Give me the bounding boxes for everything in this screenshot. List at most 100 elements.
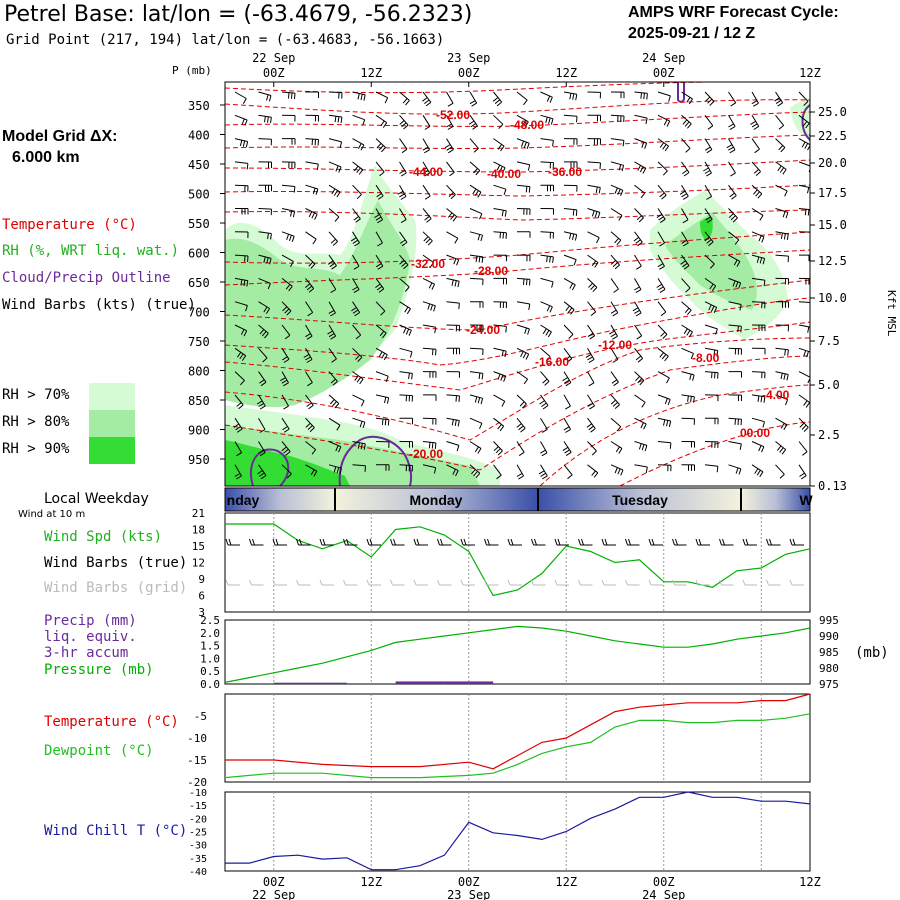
wind-barb bbox=[375, 278, 385, 293]
wind-barb bbox=[586, 417, 596, 433]
pressure-tick-label: 550 bbox=[188, 217, 210, 231]
legend-wind-barbs-true: Wind Barbs (true) bbox=[44, 555, 188, 571]
wind-barb bbox=[258, 417, 266, 433]
wind-barb bbox=[751, 394, 766, 403]
temp-contour-40 bbox=[225, 184, 810, 197]
precip-tick-label: 0.0 bbox=[200, 678, 220, 691]
wind-barb bbox=[305, 91, 319, 98]
wind-barb bbox=[281, 464, 292, 479]
wind-tick-label: 21 bbox=[192, 507, 205, 520]
wind-barb bbox=[399, 114, 409, 130]
wind-barb bbox=[234, 277, 249, 287]
wind-barb bbox=[257, 464, 267, 480]
pressure-tick-label: 350 bbox=[188, 99, 210, 113]
temperature-contours bbox=[225, 82, 810, 486]
temperature-contour-label: -44.00 bbox=[409, 165, 443, 179]
wind-barb bbox=[305, 184, 319, 195]
temp-contour-28 bbox=[225, 249, 810, 286]
wind-barb bbox=[352, 464, 366, 472]
top-time-label: 12Z bbox=[360, 66, 382, 80]
wind-barb bbox=[375, 441, 390, 448]
height-tick-label: 2.5 bbox=[818, 428, 840, 442]
wind-barb bbox=[282, 138, 296, 145]
wind-barb bbox=[328, 184, 341, 198]
wind-barb bbox=[587, 301, 597, 316]
wind-barb bbox=[681, 91, 693, 105]
temperature-contour-label: -52.00 bbox=[436, 108, 470, 122]
temp-tick-label: -5 bbox=[194, 710, 207, 723]
wind-barb bbox=[258, 184, 272, 192]
wind-barb bbox=[610, 371, 619, 387]
wind-barb bbox=[469, 324, 484, 332]
temp-contour-20 bbox=[225, 297, 810, 366]
wind-barb bbox=[305, 138, 319, 146]
wind-barb bbox=[775, 394, 789, 406]
wind-barb bbox=[587, 254, 599, 268]
wind-barb bbox=[634, 417, 647, 430]
wind-barb bbox=[446, 301, 460, 310]
temperature-contour-label: -28.00 bbox=[474, 264, 508, 278]
wind-barb-grid bbox=[484, 579, 499, 586]
bottom-time-label: 12Z bbox=[555, 875, 577, 889]
wind-barb bbox=[422, 91, 432, 107]
dewpoint-line bbox=[224, 713, 811, 779]
bottom-time-label: 00Z bbox=[653, 875, 675, 889]
wind-barb bbox=[751, 441, 765, 453]
wind-barb bbox=[399, 161, 407, 177]
height-tick-label: 10.0 bbox=[818, 291, 847, 305]
wind-barb bbox=[328, 161, 342, 173]
wind-barb bbox=[540, 161, 554, 169]
wind-barb bbox=[375, 91, 389, 104]
wind-barb bbox=[657, 371, 670, 384]
wind-barb bbox=[540, 184, 554, 192]
wind-barb bbox=[469, 371, 484, 380]
wind-barb bbox=[728, 208, 738, 223]
wind-barb bbox=[516, 347, 530, 360]
wind-barb bbox=[328, 394, 340, 409]
wind-barb bbox=[775, 184, 788, 197]
wind-barb bbox=[469, 161, 481, 176]
wind-barb-grid bbox=[578, 579, 593, 586]
wind-barb bbox=[656, 208, 666, 224]
wind-barb bbox=[728, 277, 742, 289]
wind-barb bbox=[375, 417, 390, 426]
wind-barb bbox=[587, 278, 598, 293]
wind-barb-10m bbox=[437, 538, 452, 546]
wind-barb bbox=[281, 254, 294, 267]
wind-barb bbox=[328, 278, 337, 294]
wind-tick-label: 15 bbox=[192, 540, 205, 553]
wind-barb bbox=[281, 184, 296, 193]
wind-barb bbox=[728, 231, 740, 245]
wind-barb bbox=[634, 464, 648, 473]
wind-barb bbox=[563, 324, 574, 339]
wind-barb bbox=[328, 231, 338, 246]
wind-barb bbox=[540, 114, 554, 125]
wind-barb bbox=[681, 371, 695, 381]
wind-barb bbox=[563, 301, 575, 315]
wind-barb bbox=[234, 371, 245, 386]
wind-barb bbox=[399, 91, 410, 106]
wind-barb bbox=[305, 231, 317, 245]
pressure-tick-label: 800 bbox=[188, 365, 210, 379]
legend-rh80-swatch bbox=[89, 410, 135, 437]
wind-barb bbox=[258, 138, 272, 146]
wind-barb bbox=[704, 371, 719, 379]
wind-barb bbox=[516, 254, 531, 262]
legend-rh90-swatch bbox=[89, 437, 135, 464]
wind-barb bbox=[350, 231, 360, 247]
wind-barb bbox=[563, 348, 573, 363]
wind-tick-label: 18 bbox=[192, 524, 205, 537]
wind-barb bbox=[775, 441, 787, 455]
wind-barb bbox=[234, 161, 249, 170]
wind-barb bbox=[258, 254, 272, 265]
wind-barb bbox=[281, 278, 293, 292]
wind-barb bbox=[751, 324, 766, 332]
wind-barb bbox=[234, 138, 249, 148]
wind-barb bbox=[657, 114, 671, 127]
wind-barb bbox=[775, 208, 789, 219]
height-tick-label: 17.5 bbox=[818, 186, 847, 200]
wind-barb bbox=[798, 208, 810, 216]
temperature-contour-label: -40.00 bbox=[487, 167, 521, 181]
pressure-tick-label: 400 bbox=[188, 129, 210, 143]
wind-barb bbox=[375, 347, 388, 361]
